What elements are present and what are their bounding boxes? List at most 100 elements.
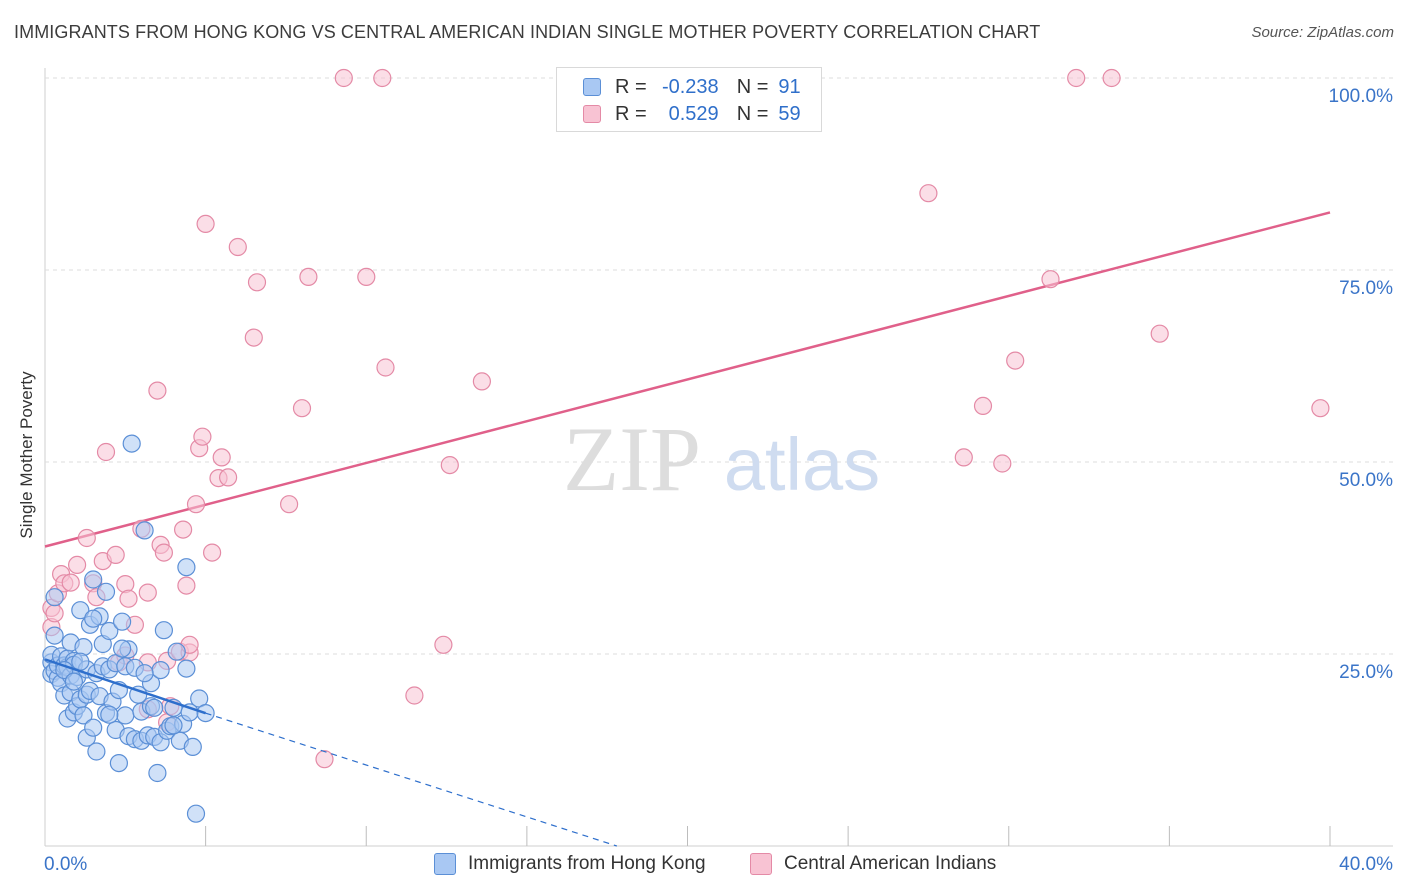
n-label: N = xyxy=(736,102,769,125)
watermark-zip: ZIP xyxy=(563,408,701,510)
blue-data-point xyxy=(167,642,186,661)
legend-item-central-american: Central American Indians xyxy=(750,851,996,877)
pink-data-point xyxy=(177,576,196,595)
pink-data-point xyxy=(247,273,267,292)
r-label: R = xyxy=(615,75,647,98)
pink-data-point xyxy=(61,573,80,592)
watermark: ZIP atlas xyxy=(563,408,880,510)
n-value: 59 xyxy=(778,102,801,125)
pink-data-point xyxy=(299,267,318,286)
blue-data-point xyxy=(100,621,119,641)
pink-data-point xyxy=(77,528,96,548)
hong-kong-points xyxy=(42,434,215,823)
pink-data-point xyxy=(212,448,231,467)
pink-data-point xyxy=(244,328,263,347)
r-value: -0.238 xyxy=(661,75,719,98)
pink-trend-layer xyxy=(44,211,1331,548)
blue-data-point xyxy=(135,521,154,540)
blue-swatch-icon xyxy=(583,78,601,96)
pink-data-point xyxy=(954,448,973,467)
pink-data-point xyxy=(993,454,1012,473)
pink-data-point xyxy=(919,184,938,203)
pink-data-point xyxy=(96,442,116,462)
pink-data-point xyxy=(196,214,215,233)
pink-data-point xyxy=(472,372,491,391)
pink-data-point xyxy=(973,396,993,415)
n-value: 91 xyxy=(778,75,801,98)
blue-data-point xyxy=(71,601,90,620)
legend-item-hong-kong: Immigrants from Hong Kong xyxy=(434,851,706,877)
legend-label-central-american: Central American Indians xyxy=(784,853,997,874)
r-label: R = xyxy=(615,102,647,125)
legend-label-hong-kong: Immigrants from Hong Kong xyxy=(468,853,706,874)
y-axis-label: Single Mother Poverty xyxy=(17,371,36,539)
pink-data-point xyxy=(174,520,193,539)
blue-data-point xyxy=(100,705,119,724)
pink-data-point xyxy=(376,358,395,377)
pink-data-point xyxy=(434,635,453,654)
blue-trend-layer xyxy=(44,658,618,847)
blue-data-point xyxy=(84,718,103,737)
blue-trend-line xyxy=(44,658,207,715)
blue-data-point xyxy=(122,434,141,453)
blue-data-point xyxy=(87,742,106,761)
source-label: Source: ZipAtlas.com xyxy=(1251,24,1394,41)
pink-data-point xyxy=(1006,351,1025,370)
pink-trend-line xyxy=(44,211,1331,548)
pink-data-point xyxy=(280,495,299,514)
pink-data-point xyxy=(45,604,64,623)
pink-data-point xyxy=(154,543,173,562)
blue-data-point xyxy=(74,706,93,725)
blue-data-point xyxy=(186,804,206,823)
x-axis-ticks xyxy=(205,826,1331,846)
blue-data-point xyxy=(116,706,135,725)
pink-data-point xyxy=(219,468,238,487)
blue-data-point xyxy=(177,558,196,577)
pink-data-point xyxy=(106,545,125,565)
y-tick-label: 50.0% xyxy=(1339,470,1393,491)
pink-data-point xyxy=(405,686,424,705)
pink-data-point xyxy=(1311,399,1330,418)
x-tick-label-min: 0.0% xyxy=(44,854,87,875)
pink-swatch-icon xyxy=(583,105,601,123)
pink-data-point xyxy=(203,543,222,562)
pink-data-point xyxy=(186,495,206,514)
pink-data-point xyxy=(357,267,376,286)
pink-data-point xyxy=(148,381,167,400)
blue-data-point xyxy=(71,652,90,671)
pink-data-point xyxy=(228,237,247,257)
y-tick-label: 75.0% xyxy=(1339,278,1393,299)
blue-data-point xyxy=(112,612,132,631)
blue-data-point xyxy=(45,626,64,645)
pink-data-point xyxy=(373,68,392,88)
blue-data-point xyxy=(135,664,154,683)
pink-data-point xyxy=(67,555,87,575)
blue-swatch-icon xyxy=(434,853,456,875)
y-tick-label: 25.0% xyxy=(1339,662,1393,683)
legend-row-hong-kong: R = -0.238 N = 91 xyxy=(583,74,801,100)
blue-data-point xyxy=(151,660,170,680)
chart-title: IMMIGRANTS FROM HONG KONG VS CENTRAL AME… xyxy=(14,22,1041,42)
blue-data-point xyxy=(84,609,103,628)
y-tick-label: 100.0% xyxy=(1329,86,1394,107)
pink-data-point xyxy=(193,427,212,446)
pink-swatch-icon xyxy=(750,853,772,875)
blue-trend-extension xyxy=(205,712,618,847)
pink-data-point xyxy=(292,399,312,418)
legend-row-central-american: R = 0.529 N = 59 xyxy=(583,101,801,127)
pink-data-point xyxy=(440,456,459,475)
pink-data-point xyxy=(1041,270,1060,289)
n-label: N = xyxy=(736,75,769,98)
r-value: 0.529 xyxy=(668,102,719,125)
correlation-legend: R = -0.238 N = 91 R = 0.529 N = 59 xyxy=(556,67,822,132)
x-tick-label-max: 40.0% xyxy=(1339,854,1393,875)
blue-data-point xyxy=(164,716,183,735)
blue-data-point xyxy=(154,621,173,640)
blue-data-point xyxy=(177,659,196,678)
pink-data-point xyxy=(315,750,334,769)
blue-data-point xyxy=(45,588,64,607)
blue-data-point xyxy=(112,639,132,658)
pink-data-point xyxy=(1067,68,1086,88)
blue-data-point xyxy=(145,698,164,717)
